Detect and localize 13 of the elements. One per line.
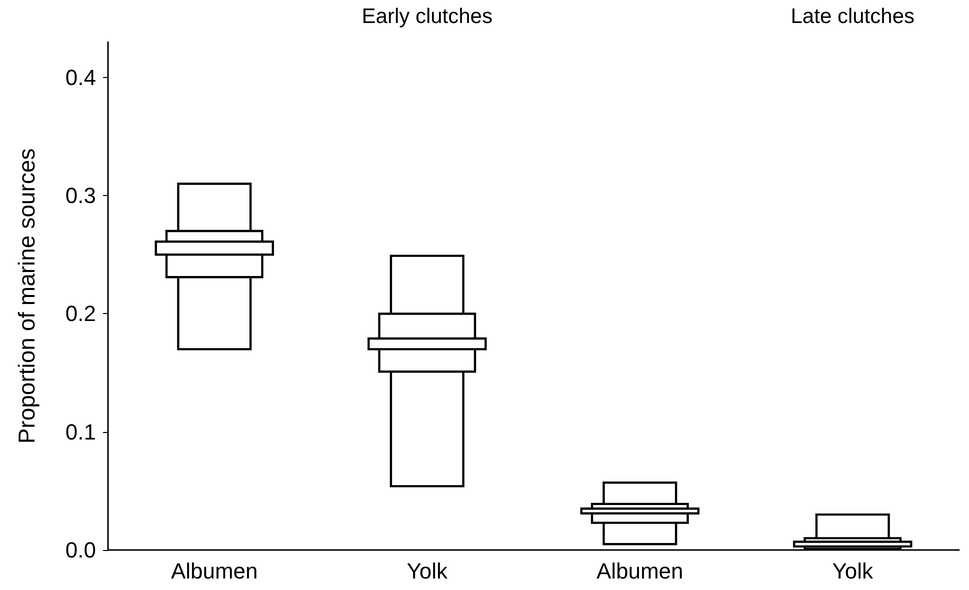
y-tick-label: 0.2 [65,301,96,326]
text: Late clutches [790,5,914,28]
text: Early clutches [362,5,492,28]
x-tick-label: Yolk [832,558,874,584]
y-tick-label: 0.0 [65,538,96,562]
x-tick-label: Albumen [170,558,258,584]
x-tick-label: Albumen [596,558,684,584]
x-tick-label: Yolk [406,558,449,584]
y-axis-title: Proportion of marine sources [14,148,40,444]
y-tick-label: 0.4 [65,64,96,90]
y-tick-label: 0.1 [65,419,96,444]
bar [793,540,912,548]
y-tick-label: 0.3 [65,183,96,208]
